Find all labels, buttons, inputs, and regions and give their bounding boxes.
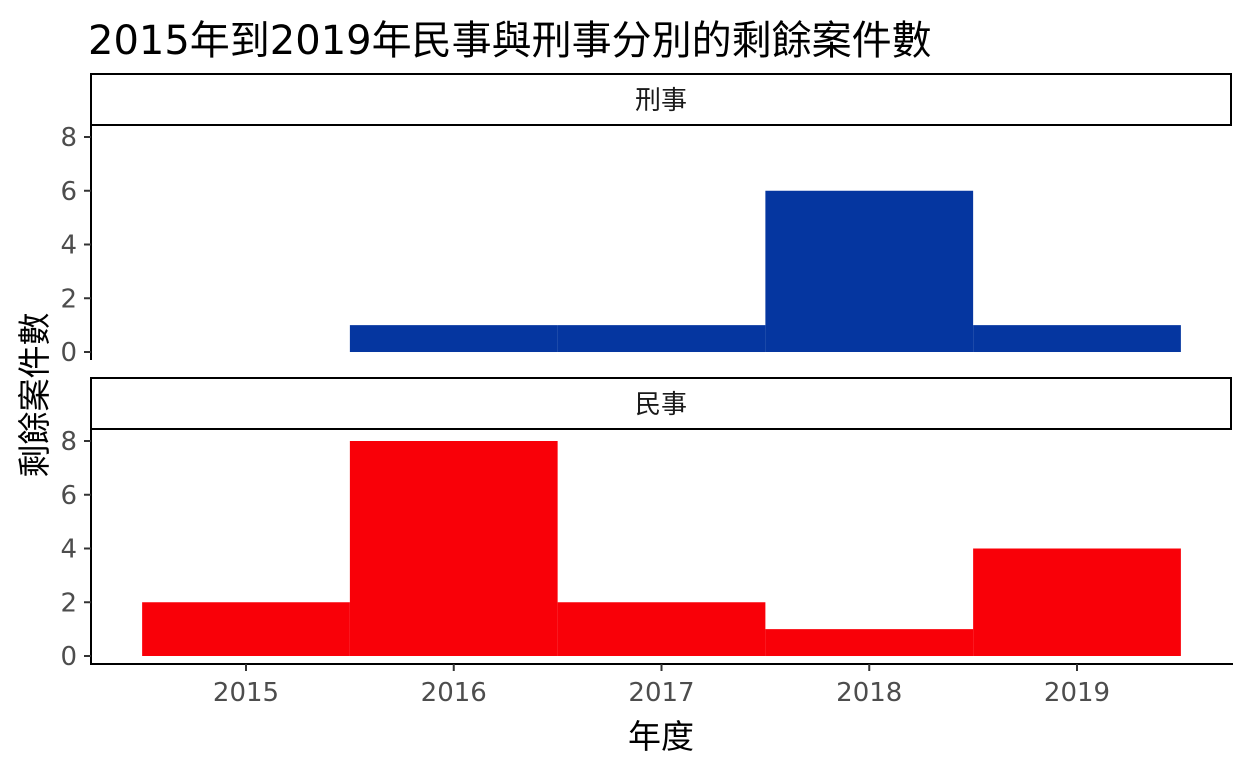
y-ticks-panel-1: 0 2 4 6 8 [60,123,91,368]
x-ticks: 2015 2016 2017 2018 2019 [213,664,1110,708]
x-tick-label: 2016 [421,678,487,708]
facet-strip-2 [90,377,1232,430]
bar-panel-2-2019 [973,548,1181,656]
bar-panel-2-2017 [557,602,766,656]
bar-panel-2-2016 [349,441,558,656]
bar-panel-1-2016 [349,325,558,353]
y-tick-label: 4 [60,535,77,565]
x-tick-label: 2015 [213,678,279,708]
y-tick-label: 6 [60,177,77,207]
y-ticks-panel-2: 0 2 4 6 8 [60,427,91,672]
y-tick-label: 2 [60,588,77,618]
bar-panel-1-2017 [557,325,766,353]
facet-strip-1-label: 刑事 [635,86,687,116]
x-tick-label: 2019 [1044,678,1110,708]
y-tick-label: 4 [60,231,77,261]
facet-strip-2-label: 民事 [635,390,687,420]
y-tick-label: 8 [60,427,77,457]
x-tick-label: 2017 [628,678,694,708]
y-tick-label: 0 [60,642,77,672]
bars-panel-1 [349,190,1181,353]
facet-strip-1 [90,73,1232,126]
bars-panel-2 [142,441,1181,657]
bar-panel-1-2019 [973,325,1181,353]
bar-panel-1-2018 [765,190,974,352]
chart-title: 2015年到2019年民事與刑事分別的剩餘案件數 [88,18,932,64]
y-tick-label: 0 [60,338,77,368]
y-tick-label: 2 [60,284,77,314]
y-tick-label: 6 [60,481,77,511]
y-tick-label: 8 [60,123,77,153]
x-tick-label: 2018 [836,678,902,708]
x-axis-title: 年度 [628,717,694,756]
bar-panel-2-2018 [765,629,974,657]
y-axis-title: 剩餘案件數 [15,313,54,478]
bar-panel-2-2015 [142,602,350,656]
